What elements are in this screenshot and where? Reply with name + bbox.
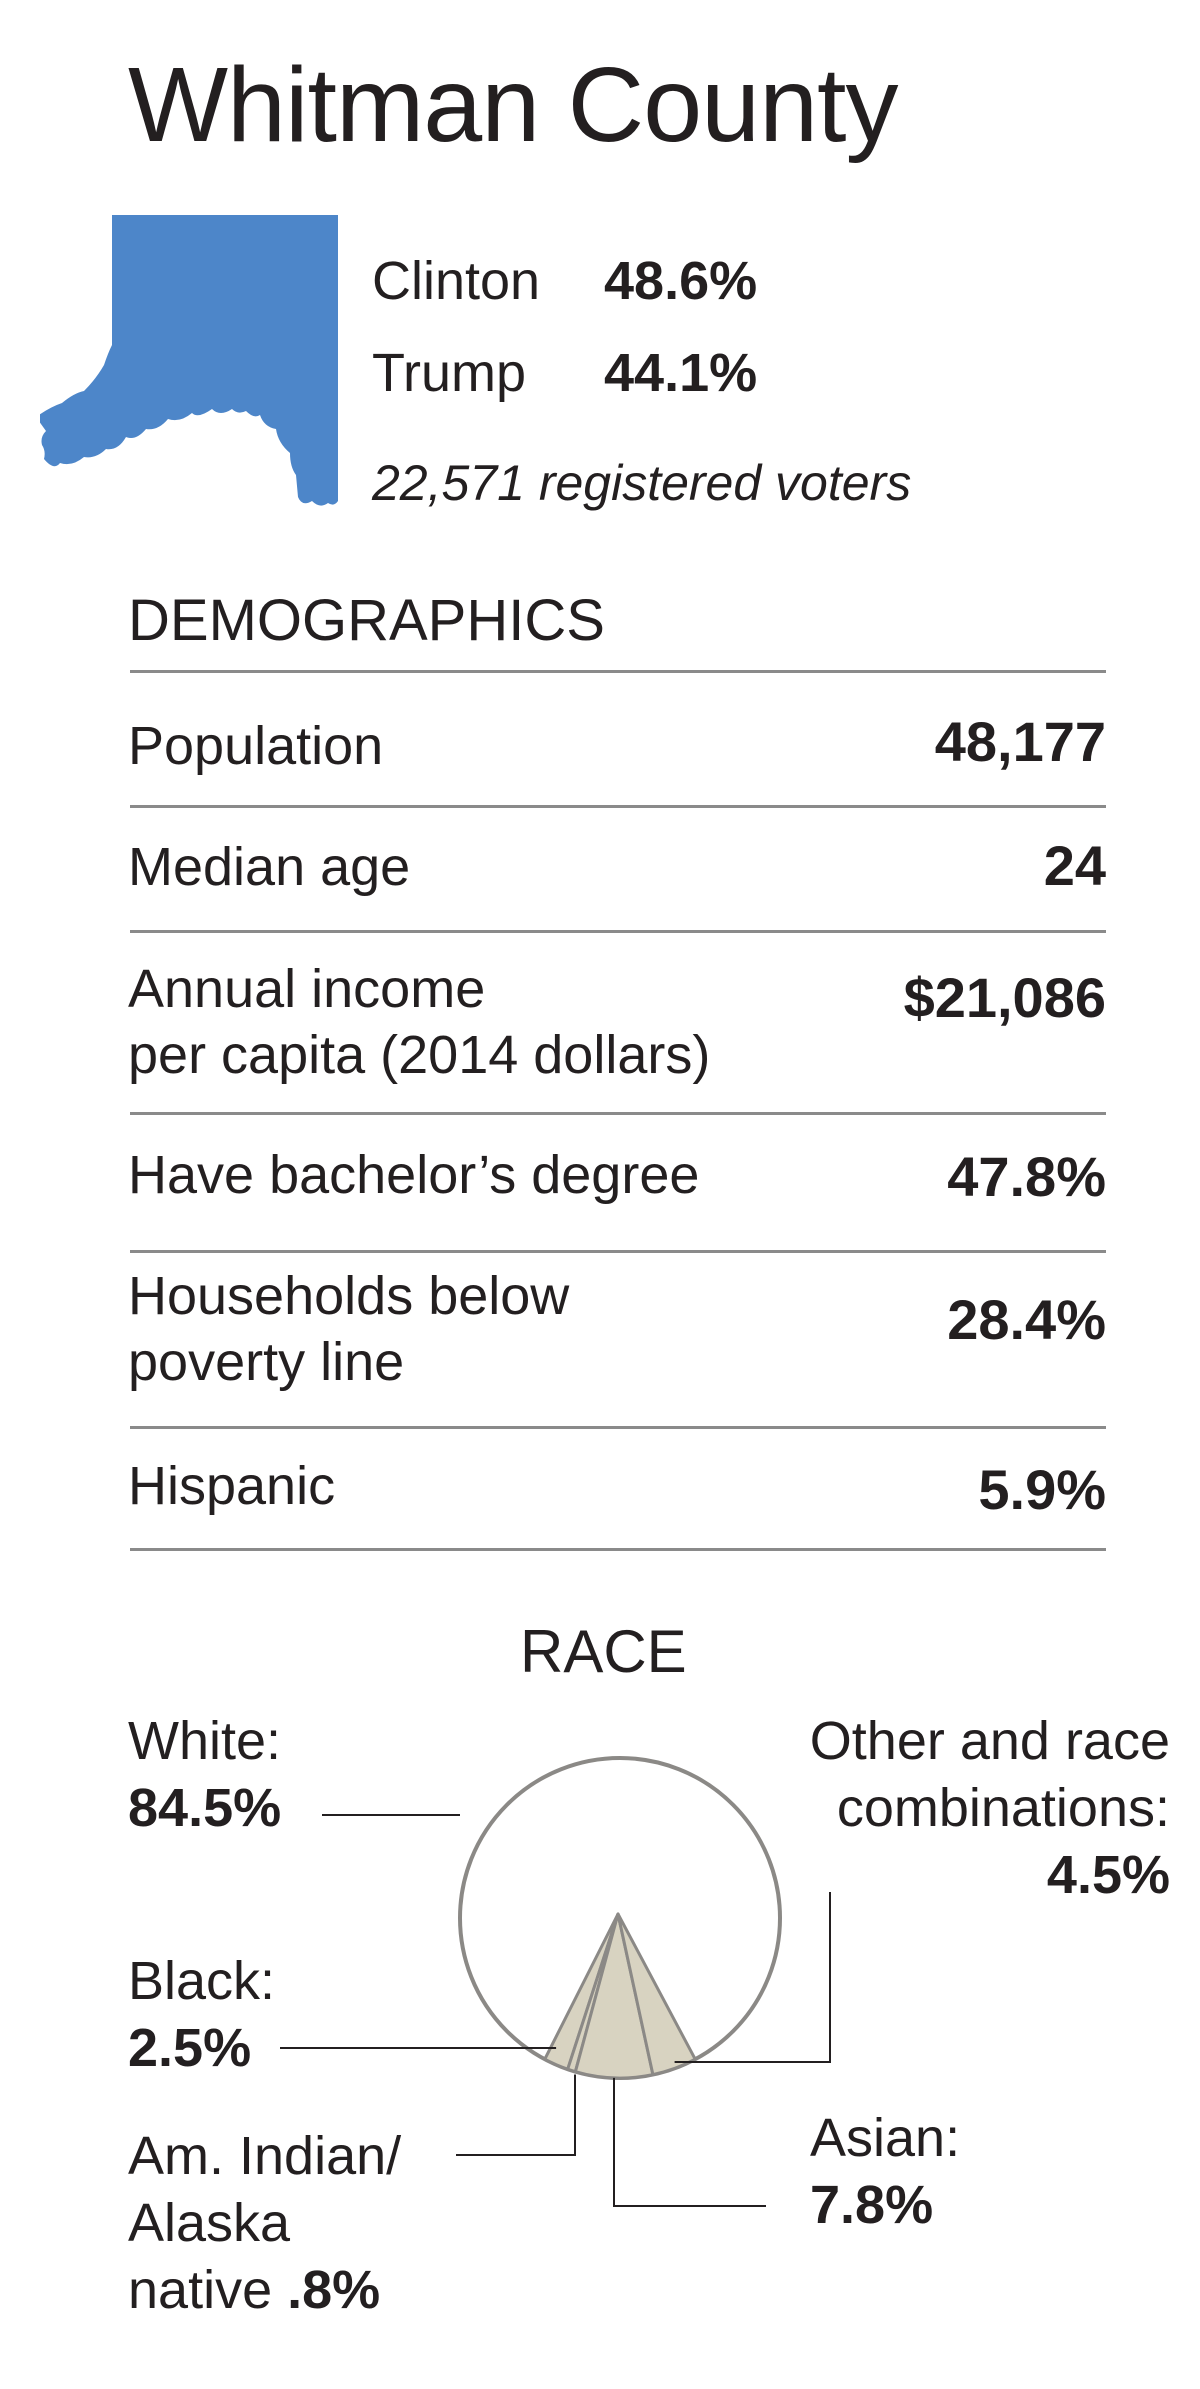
demographics-heading: DEMOGRAPHICS [128,588,605,653]
registered-voters: 22,571 registered voters [372,455,912,511]
white-slice-label: White: [128,1711,282,1771]
other-slice-value: 4.5% [1046,1845,1170,1905]
bachelors-label: Have bachelor’s degree [128,1145,700,1205]
black-slice-label: Black: [128,1951,276,2011]
divider [130,805,1106,808]
asian-slice-value: 7.8% [810,2175,934,2235]
leader-am-indian [456,2074,576,2156]
population-value: 48,177 [934,710,1106,773]
black-slice-value: 2.5% [128,2018,252,2078]
other-slice-label-line2: combinations: [836,1778,1170,1838]
income-label-line2: per capita (2014 dollars) [128,1025,711,1085]
poverty-label-line2: poverty line [128,1332,405,1392]
pie-slice-asian [573,1912,655,2080]
poverty-label: Households below [128,1266,570,1326]
pie-slice-black [543,1912,620,2071]
pie-slice-white [458,1756,782,2080]
leader-other [674,1892,831,2063]
divider [130,670,1106,673]
page-title: Whitman County [128,46,899,164]
am-indian-label-word: native [128,2260,273,2320]
income-value: $21,086 [903,966,1106,1029]
bachelors-value: 47.8% [947,1145,1106,1208]
am-indian-slice-label-line2: Alaska [128,2193,291,2253]
candidate-trump-percent: 44.1% [604,343,758,403]
median-age-value: 24 [1043,834,1106,897]
pie-slice-am-indian [566,1912,620,2074]
divider [130,1548,1106,1551]
divider [130,930,1106,933]
leader-asian [613,2077,766,2207]
am-indian-slice-label-line3: native .8% [128,2257,380,2324]
county-map-shape [40,215,338,506]
race-chart-title: RACE [520,1618,687,1685]
population-label: Population [128,716,384,776]
asian-slice-label: Asian: [810,2108,961,2168]
candidate-clinton-percent: 48.6% [604,251,758,311]
hispanic-value: 5.9% [978,1458,1106,1521]
divider [130,1250,1106,1253]
other-slice-label: Other and race [809,1711,1170,1771]
divider [130,1426,1106,1429]
hispanic-label: Hispanic [128,1456,336,1516]
am-indian-slice-label: Am. Indian/ [128,2126,402,2186]
pie-slices [458,1756,782,2080]
income-label: Annual income [128,959,486,1019]
pie-slice-other [616,1912,697,2077]
poverty-value: 28.4% [947,1288,1106,1351]
divider [130,1112,1106,1115]
candidate-trump-label: Trump [372,343,527,403]
median-age-label: Median age [128,837,411,897]
am-indian-slice-value: .8% [287,2260,381,2320]
white-slice-value: 84.5% [128,1778,282,1838]
candidate-clinton-label: Clinton [372,251,541,311]
